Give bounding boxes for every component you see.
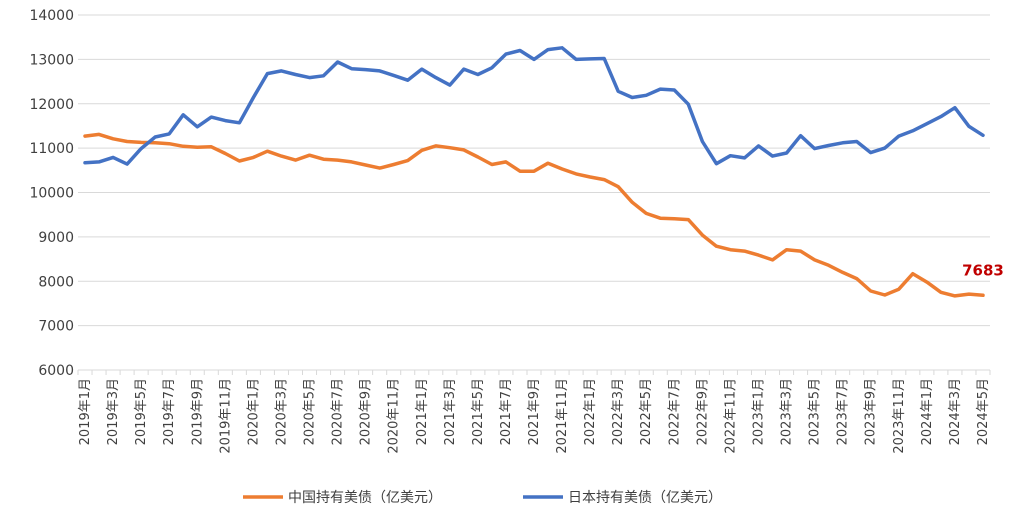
legend: 中国持有美债（亿美元） 日本持有美债（亿美元） [243,490,722,506]
x-tick-label: 2020年7月 [331,378,346,445]
x-axis [77,369,991,375]
x-tick-label: 2020年11月 [387,378,402,454]
y-tick-label: 13000 [29,52,74,68]
x-tick-label: 2020年1月 [246,378,261,445]
legend-item-0: 中国持有美债（亿美元） [243,490,442,506]
x-tick-label: 2024年1月 [920,378,935,445]
x-tick-label: 2019年5月 [134,378,149,445]
y-tick-label: 8000 [38,274,74,290]
x-tick-label: 2023年11月 [892,378,907,454]
legend-label: 中国持有美债（亿美元） [288,490,442,506]
x-tick-label: 2022年11月 [723,378,738,454]
x-tick-label: 2020年3月 [274,378,289,445]
y-tick-label: 14000 [29,8,74,24]
data-label: 7683 [962,261,1004,279]
x-tick-label: 2019年1月 [78,378,93,445]
x-tick-label: 2024年5月 [976,378,991,445]
x-tick-label: 2023年3月 [780,378,795,445]
y-tick-label: 10000 [29,186,74,202]
y-tick-label: 9000 [38,230,74,246]
series-line-0 [83,132,985,298]
x-tick-label: 2019年7月 [162,378,177,445]
x-tick-label: 2022年9月 [695,378,710,445]
x-tick-label: 2021年7月 [499,378,514,445]
x-tick-label: 2023年5月 [808,378,823,445]
data-annotations: 7683 [962,261,1004,279]
x-tick-label: 2019年9月 [190,378,205,445]
x-tick-label: 2022年7月 [667,378,682,445]
y-axis-tick-labels: 6000 7000 8000 9000 10000 11000 12000 13000 1400… [29,8,74,379]
x-tick-label: 2021年3月 [443,378,458,445]
x-tick-label: 2022年5月 [639,378,654,445]
x-tick-label: 2019年11月 [218,378,233,454]
x-tick-label: 2024年3月 [948,378,963,445]
x-tick-label: 2022年3月 [611,378,626,445]
x-tick-label: 2019年3月 [106,378,121,445]
x-tick-label: 2021年1月 [415,378,430,445]
x-tick-label: 2021年11月 [555,378,570,454]
x-tick-label: 2021年9月 [527,378,542,445]
x-tick-label: 2020年9月 [359,378,374,445]
series-line-1 [83,46,985,166]
x-tick-label: 2023年7月 [836,378,851,445]
y-tick-label: 11000 [29,141,74,157]
legend-label: 日本持有美债（亿美元） [568,490,722,506]
series-lines [83,46,985,298]
x-tick-label: 2023年1月 [751,378,766,445]
x-tick-label: 2022年1月 [583,378,598,445]
y-tick-label: 12000 [29,97,74,113]
grid-lines [78,14,990,371]
y-tick-label: 7000 [38,319,74,335]
y-tick-label: 6000 [38,363,74,379]
x-axis-tick-labels: 2019年1月 2019年3月 2019年5月 2019年7月 2019年9月 2019年… [78,378,991,454]
x-tick-label: 2020年5月 [303,378,318,445]
x-tick-label: 2021年5月 [471,378,486,445]
legend-item-1: 日本持有美债（亿美元） [523,490,722,506]
x-tick-label: 2023年9月 [864,378,879,445]
